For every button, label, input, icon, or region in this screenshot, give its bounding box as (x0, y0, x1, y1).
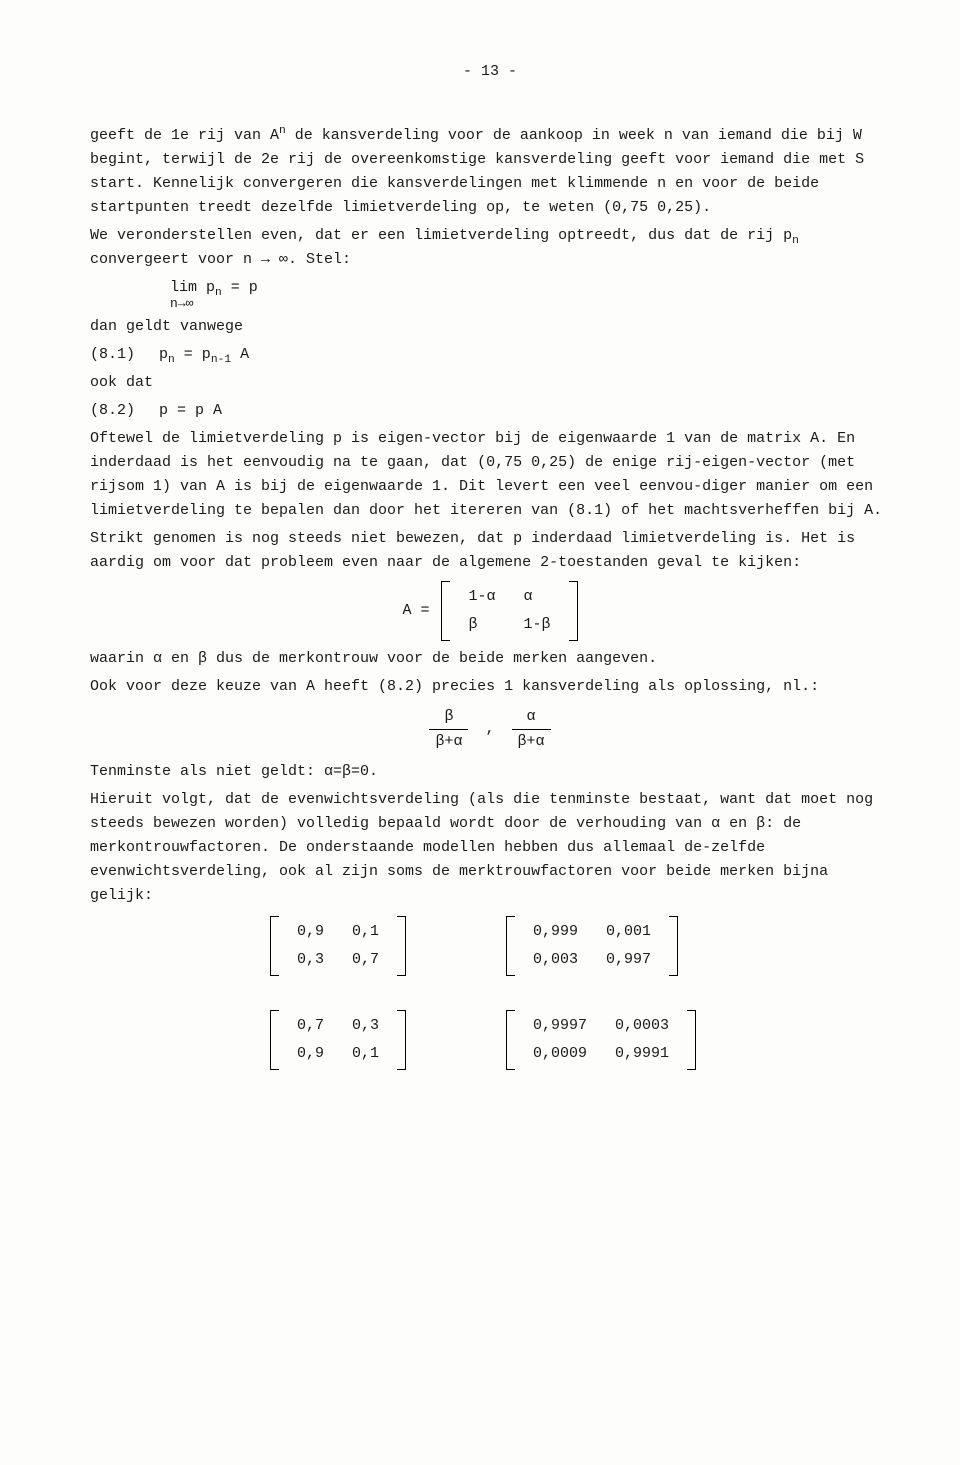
cell: 0,7 (283, 1012, 338, 1040)
cell: α (510, 583, 565, 611)
cell: 0,1 (338, 1040, 393, 1068)
equation-8-1: (8.1) pn = pn-1 A (90, 343, 890, 367)
paragraph-2: We veronderstellen even, dat er een limi… (90, 224, 890, 272)
cell: 0,001 (592, 918, 665, 946)
text: = p (175, 346, 211, 363)
matrix-row-1: 0,90,1 0,30,7 0,9990,001 0,0030,997 (90, 916, 890, 976)
numerator: α (512, 705, 551, 730)
cell: 0,0003 (601, 1012, 683, 1040)
bracket-left-icon (441, 581, 450, 641)
eq-label: (8.1) (90, 343, 150, 367)
paragraph-9: Tenminste als niet geldt: α=β=0. (90, 760, 890, 784)
cell: β (454, 611, 509, 639)
paragraph-5: Oftewel de limietverdeling p is eigen-ve… (90, 427, 890, 523)
fraction-solution: β β+α , α β+α (90, 705, 890, 754)
separator: , (485, 720, 494, 737)
cell: 0,1 (338, 918, 393, 946)
cell: 0,7 (338, 946, 393, 974)
bracket-left-icon (506, 916, 515, 976)
cell: 0,3 (283, 946, 338, 974)
bracket-left-icon (270, 916, 279, 976)
cell: 1-α (454, 583, 509, 611)
eq-label: (8.2) (90, 399, 150, 423)
matrix-m1: 0,90,1 0,30,7 (270, 916, 406, 976)
paragraph-4: ook dat (90, 371, 890, 395)
cell: 0,999 (519, 918, 592, 946)
bracket-right-icon (687, 1010, 696, 1070)
equals-p: = p (222, 279, 258, 296)
matrix-m4: 0,99970,0003 0,00090,9991 (506, 1010, 696, 1070)
paragraph-1: geeft de 1e rij van An de kansverdeling … (90, 124, 890, 220)
paragraph-3: dan geldt vanwege (90, 315, 890, 339)
page-number: - 13 - (90, 60, 890, 84)
subscript: n (168, 354, 175, 366)
subscript: n-1 (211, 354, 231, 366)
superscript-n: n (279, 125, 286, 137)
bracket-right-icon (397, 1010, 406, 1070)
bracket-right-icon (569, 581, 578, 641)
fraction-2: α β+α (512, 705, 551, 754)
equation-8-2: (8.2) p = p A (90, 399, 890, 423)
matrix-A-definition: A = 1-αα β1-β (90, 581, 890, 641)
text: convergeert voor n → ∞. Stel: (90, 251, 351, 268)
cell: 0,9 (283, 918, 338, 946)
matrix-m3: 0,70,3 0,90,1 (270, 1010, 406, 1070)
cell: 0,9991 (601, 1040, 683, 1068)
matrix-m2: 0,9990,001 0,0030,997 (506, 916, 678, 976)
cell: 0,9997 (519, 1012, 601, 1040)
matrix-A: 1-αα β1-β (441, 581, 577, 641)
bracket-right-icon (669, 916, 678, 976)
denominator: β+α (429, 730, 468, 754)
cell: 0,997 (592, 946, 665, 974)
subscript-n: n (792, 235, 799, 247)
fraction-1: β β+α (429, 705, 468, 754)
limit-expression: lim pn = p n→∞ (90, 276, 890, 315)
denominator: β+α (512, 730, 551, 754)
paragraph-7: waarin α en β dus de merkontrouw voor de… (90, 647, 890, 671)
cell: 0,0009 (519, 1040, 601, 1068)
bracket-left-icon (270, 1010, 279, 1070)
bracket-left-icon (506, 1010, 515, 1070)
text: p = p A (159, 402, 222, 419)
bracket-right-icon (397, 916, 406, 976)
text: A (231, 346, 249, 363)
paragraph-10: Hieruit volgt, dat de evenwichtsverdelin… (90, 788, 890, 908)
paragraph-8: Ook voor deze keuze van A heeft (8.2) pr… (90, 675, 890, 699)
n-to-infinity: n→∞ (170, 294, 890, 315)
numerator: β (429, 705, 468, 730)
cell: 0,3 (338, 1012, 393, 1040)
text: We veronderstellen even, dat er een limi… (90, 227, 792, 244)
matrix-row-2: 0,70,3 0,90,1 0,99970,0003 0,00090,9991 (90, 1010, 890, 1070)
matrix-A-prefix: A = (402, 599, 429, 623)
cell: 0,003 (519, 946, 592, 974)
cell: 1-β (510, 611, 565, 639)
paragraph-6: Strikt genomen is nog steeds niet beweze… (90, 527, 890, 575)
subscript-n: n (215, 287, 222, 299)
cell: 0,9 (283, 1040, 338, 1068)
text: geeft de 1e rij van A (90, 127, 279, 144)
text: p (159, 346, 168, 363)
